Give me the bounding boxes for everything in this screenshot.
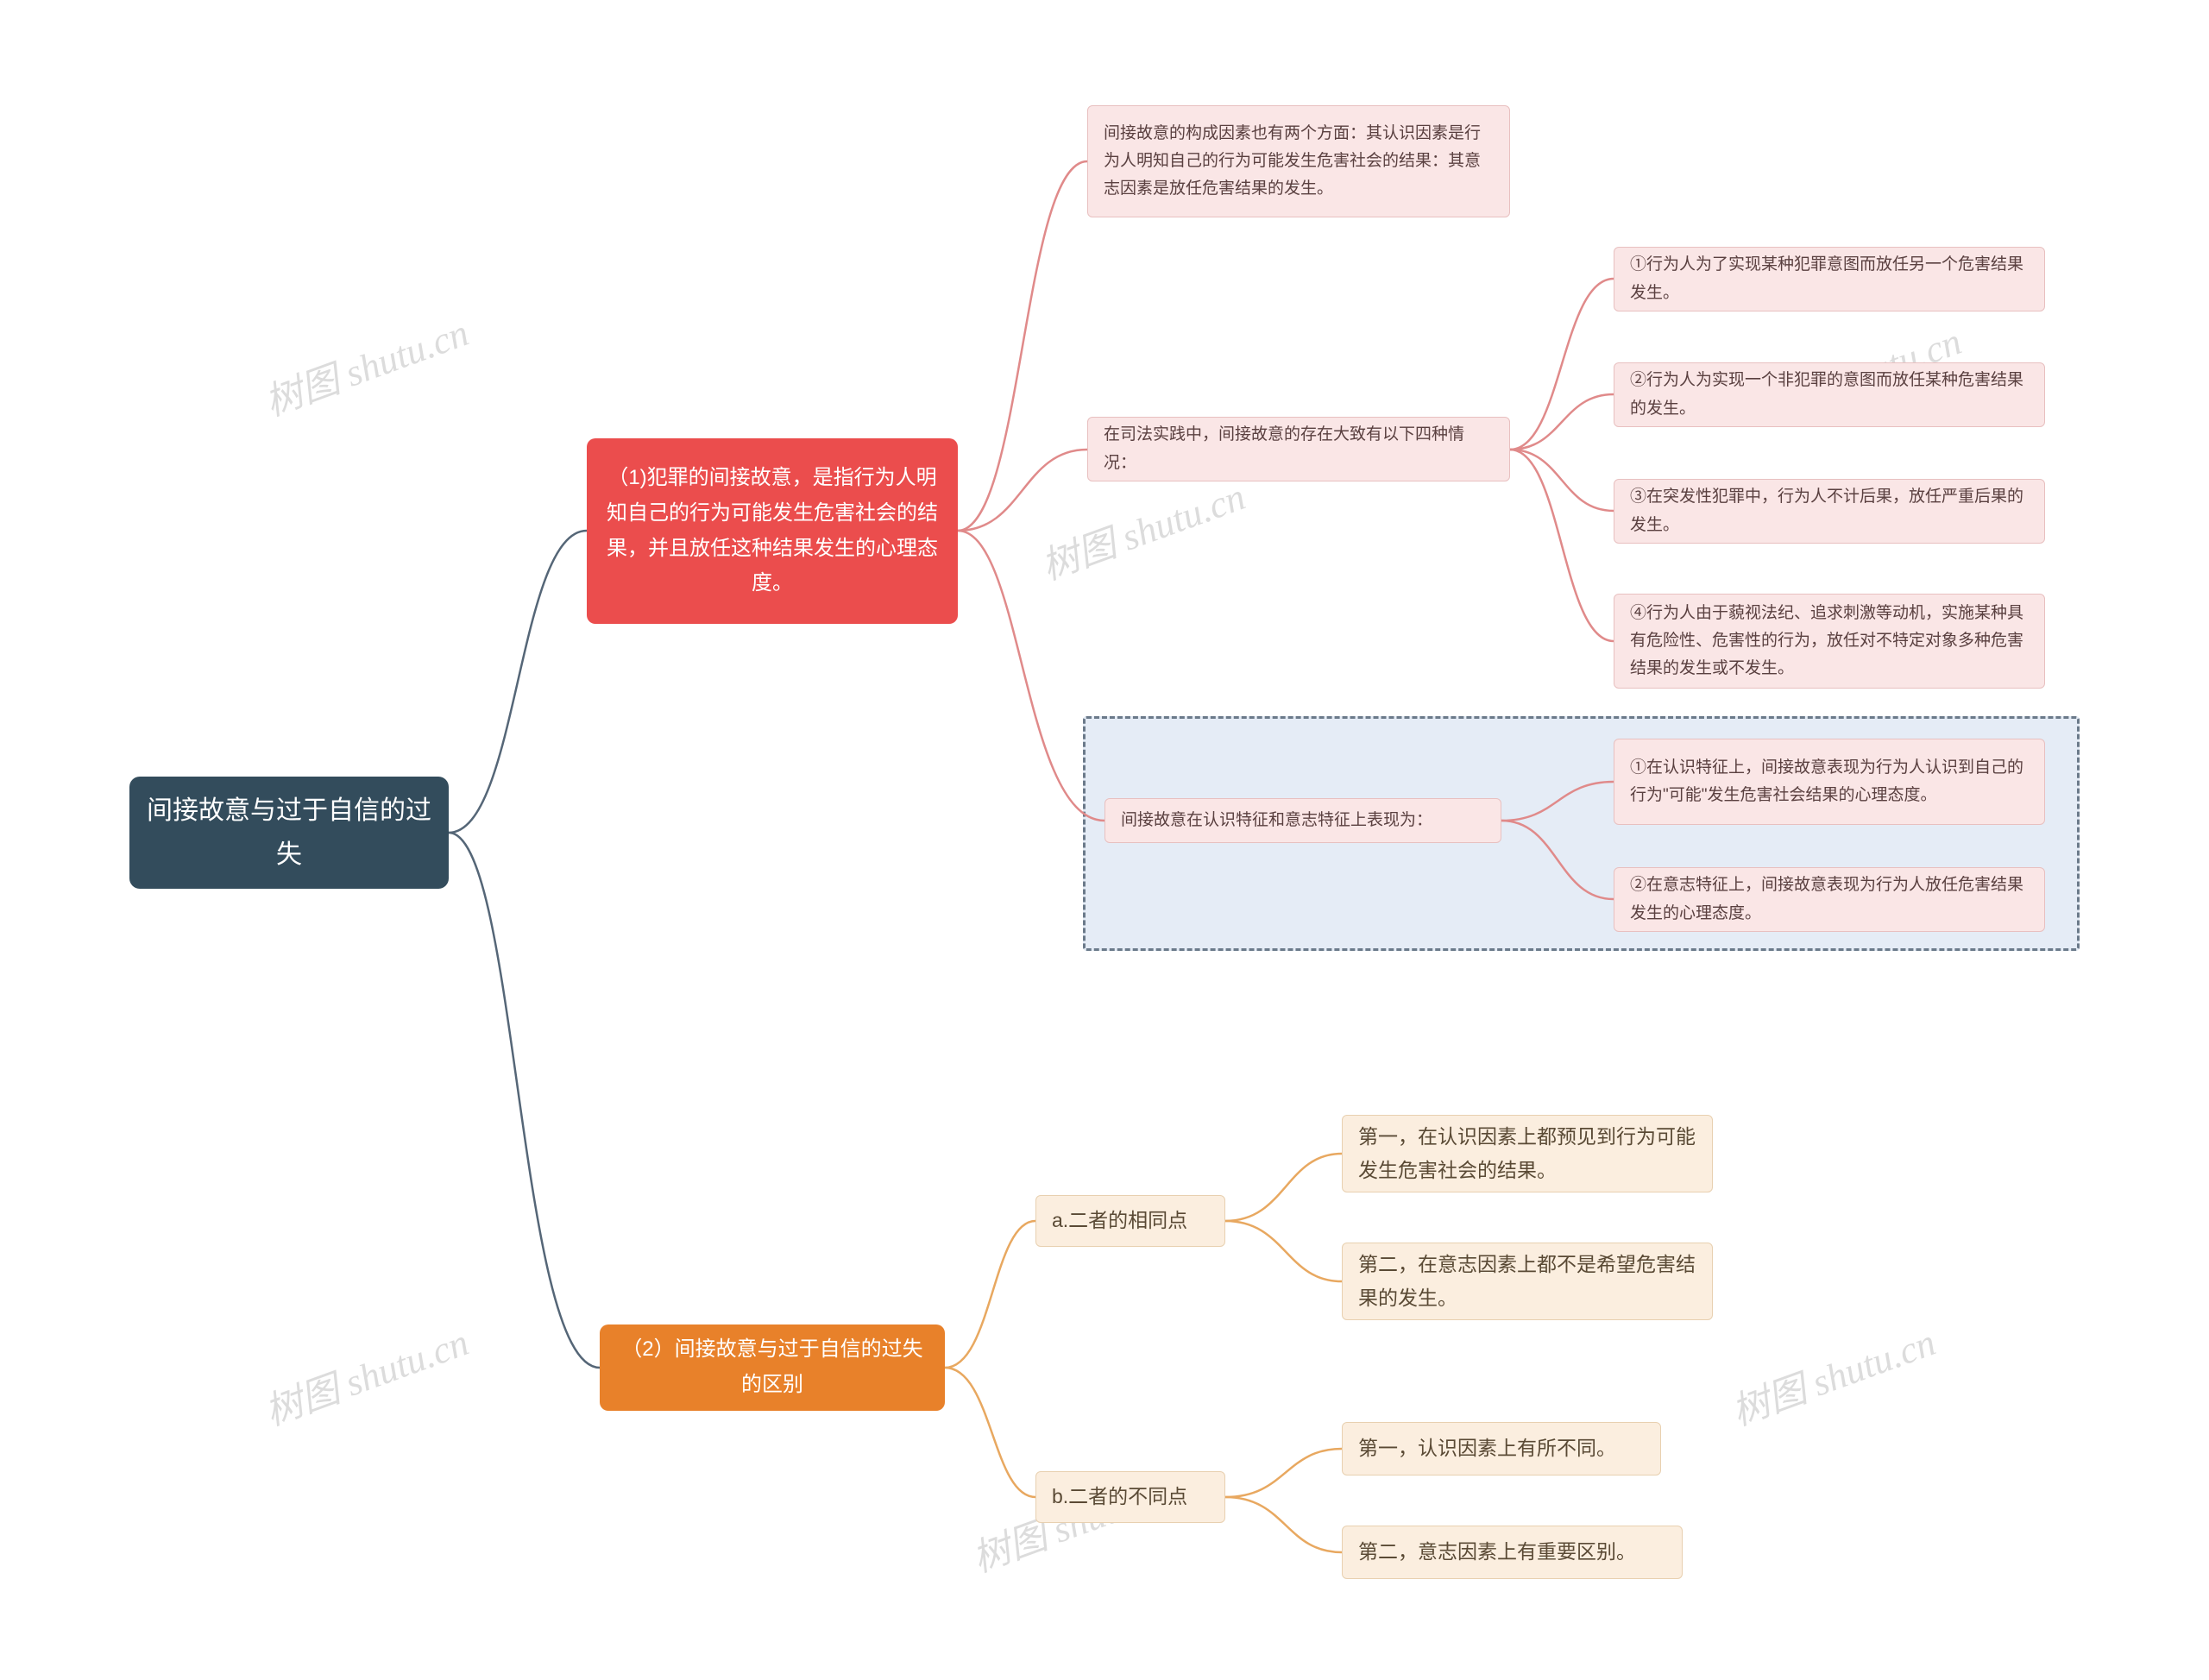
node-1c1[interactable]: ①在认识特征上，间接故意表现为行为人认识到自己的行为"可能"发生危害社会结果的心… [1614,739,2045,825]
node-1a[interactable]: 间接故意的构成因素也有两个方面：其认识因素是行为人明知自己的行为可能发生危害社会… [1087,105,1510,217]
node-2b1[interactable]: 第一，认识因素上有所不同。 [1342,1422,1661,1476]
node-1b2[interactable]: ②行为人为实现一个非犯罪的意图而放任某种危害结果的发生。 [1614,362,2045,427]
watermark: 树图 shutu.cn [256,1312,475,1437]
node-2a[interactable]: a.二者的相同点 [1035,1195,1225,1247]
node-1b3[interactable]: ③在突发性犯罪中，行为人不计后果，放任严重后果的发生。 [1614,479,2045,544]
node-2a2[interactable]: 第二，在意志因素上都不是希望危害结果的发生。 [1342,1243,1713,1320]
node-2b2[interactable]: 第二，意志因素上有重要区别。 [1342,1526,1683,1579]
node-1c2[interactable]: ②在意志特征上，间接故意表现为行为人放任危害结果发生的心理态度。 [1614,867,2045,932]
node-2a1[interactable]: 第一，在认识因素上都预见到行为可能发生危害社会的结果。 [1342,1115,1713,1192]
node-section-1[interactable]: （1)犯罪的间接故意，是指行为人明知自己的行为可能发生危害社会的结果，并且放任这… [587,438,958,624]
node-2b[interactable]: b.二者的不同点 [1035,1471,1225,1523]
node-1b1[interactable]: ①行为人为了实现某种犯罪意图而放任另一个危害结果发生。 [1614,247,2045,311]
mindmap-canvas: 树图 shutu.cn 树图 shutu.cn 树图 shutu.cn 树图 s… [0,0,2209,1680]
watermark: 树图 shutu.cn [256,302,475,427]
node-1b[interactable]: 在司法实践中，间接故意的存在大致有以下四种情况： [1087,417,1510,481]
watermark: 树图 shutu.cn [1723,1312,1942,1437]
node-1c[interactable]: 间接故意在认识特征和意志特征上表现为： [1104,798,1501,843]
node-section-2[interactable]: （2）间接故意与过于自信的过失的区别 [600,1324,945,1411]
node-1b4[interactable]: ④行为人由于藐视法纪、追求刺激等动机，实施某种具有危险性、危害性的行为，放任对不… [1614,594,2045,689]
root-node[interactable]: 间接故意与过于自信的过失 [129,777,449,889]
watermark: 树图 shutu.cn [1033,466,1252,591]
